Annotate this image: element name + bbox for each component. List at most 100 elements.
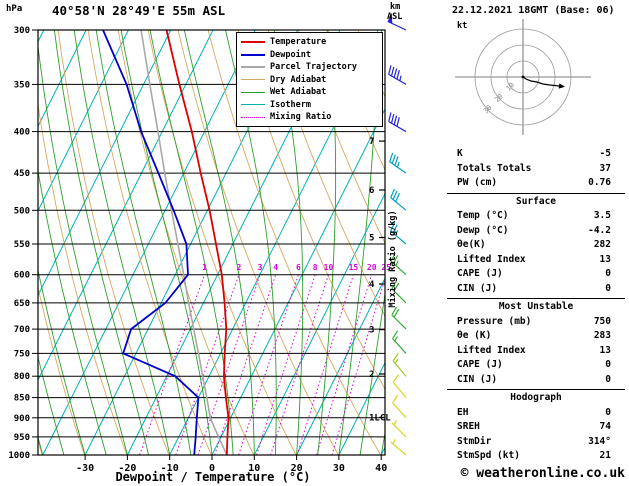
mixing-ratio-label: 25 [381, 263, 391, 272]
pressure-tick-label: 450 [14, 169, 30, 179]
mixing-ratio-label: 10 [324, 263, 334, 272]
stat-row: CIN (J) 0 [447, 282, 625, 297]
wind-barb [391, 280, 407, 304]
stat-row: Lifted Index 13 [447, 253, 625, 268]
stat-label: Temp (°C) [457, 210, 509, 221]
hodograph-unit-label: kt [457, 21, 468, 31]
legend-item: Mixing Ratio [241, 111, 378, 124]
altitude-axis-unit-km: km [390, 2, 401, 12]
dry-adiabat-line [297, 30, 385, 245]
stat-label: Lifted Index [457, 344, 526, 356]
temperature-tick-label: -20 [118, 463, 136, 474]
stat-row: StmSpd (kt) 21 [447, 449, 625, 464]
mixing-ratio-label: 1 [202, 263, 207, 272]
pressure-tick-label: 1000 [8, 451, 30, 461]
wind-barb [389, 152, 407, 174]
stat-section-header: Hodograph [510, 392, 562, 403]
hodograph-ring-label: 30 [482, 104, 494, 116]
wet-adiabat-line [38, 355, 65, 455]
footer-copyright: © weatheronline.co.uk [460, 466, 625, 481]
pressure-tick-label: 600 [14, 271, 30, 281]
hodograph-trace-arrow [558, 83, 565, 89]
mixing-ratio-line [331, 276, 385, 455]
mixing-ratio-line [316, 274, 373, 455]
stat-value: 21 [599, 450, 611, 461]
hodograph-trace [522, 76, 560, 87]
temperature-tick-label: 0 [209, 463, 215, 474]
wind-barb [392, 352, 407, 377]
legend-label: Dry Adiabat [270, 74, 327, 85]
mixing-ratio-line [238, 274, 299, 455]
mixing-ratio-label: 4 [273, 263, 278, 272]
isotherm-line [338, 361, 385, 455]
mixing-ratio-label: 6 [296, 263, 301, 272]
isotherm-line [38, 30, 214, 382]
isotherm-line [253, 192, 385, 455]
stat-value: 750 [593, 315, 611, 327]
altitude-axis: 7 6 5 4 3 2 1LCL [369, 137, 391, 423]
x-axis-caption: Dewpoint / Temperature (°C) [115, 470, 311, 484]
wind-barb [390, 439, 407, 456]
stat-value: -4.2 [588, 224, 611, 236]
mixing-ratio-line [197, 274, 261, 455]
pressure-axis-unit: hPa [6, 4, 23, 14]
isotherm-line [0, 30, 2, 455]
stat-value: 0 [605, 406, 611, 418]
stat-label: θe (K) [457, 330, 492, 341]
altitude-axis-unit-asl: ASL [387, 12, 403, 22]
temperature-tick-label: 10 [248, 463, 260, 474]
stat-row: θe (K) 283 [447, 329, 625, 344]
stat-label: StmSpd (kt) [457, 450, 520, 461]
altitude-tick-label: 6 [369, 186, 374, 196]
pressure-tick-label: 500 [14, 206, 30, 216]
temperature-axis: -30 -20 -10 0 10 20 30 40 [76, 455, 387, 474]
stat-row: Lifted Index 13 [447, 344, 625, 359]
stat-section: Most Unstable Pressure (mb) 750 θe (K) 283 Li… [447, 298, 625, 389]
stat-row: Temp (°C) 3.5 [447, 209, 625, 224]
pressure-tick-label: 350 [14, 80, 30, 90]
wet-adiabat-line [38, 168, 107, 455]
legend-swatch-wet-adiabat [241, 91, 265, 93]
pressure-tick-label: 750 [14, 349, 30, 359]
isotherm-line [296, 277, 385, 455]
pressure-tick-label: 800 [14, 372, 30, 382]
legend-item: Dry Adiabat [241, 74, 378, 87]
legend-swatch-temperature [241, 41, 265, 44]
stat-section-header: Surface [515, 195, 557, 207]
mixing-ratio-label: 2 [236, 263, 241, 272]
stat-value: 0.76 [588, 177, 611, 188]
stat-value: 314° [588, 435, 611, 447]
wet-adiabat-line [38, 42, 128, 455]
altitude-tick-label: 2 [369, 370, 374, 380]
station-title: 40°58'N 28°49'E 55m ASL [52, 3, 226, 18]
stats-panel: K -5 Totals Totals 37 PW (cm) 0.76 Surface Temp… [447, 146, 625, 466]
legend-swatch-parcel-trajectory [241, 66, 265, 69]
legend-item: Temperature [241, 36, 378, 49]
stat-label: Dewp (°C) [457, 224, 509, 236]
mixing-ratio-label: 15 [349, 263, 359, 272]
mixing-ratio-label: 3 [258, 263, 263, 272]
stat-row: CAPE (J) 0 [447, 358, 625, 373]
pressure-tick-label: 400 [14, 128, 30, 138]
stat-label: Totals Totals [457, 162, 532, 174]
isotherm-line [211, 107, 385, 455]
pressure-tick-label: 300 [14, 26, 30, 36]
legend-label: Parcel Trajectory [270, 62, 357, 73]
legend-item: Parcel Trajectory [241, 61, 378, 74]
stat-label: CAPE (J) [457, 359, 503, 370]
wind-barb [390, 252, 407, 276]
stat-section: Hodograph EH 0 SREH 74 StmDir 314° StmSpd (kt) 2… [447, 389, 625, 466]
pressure-tick-label: 650 [14, 299, 30, 309]
dewpoint-line [102, 30, 200, 455]
legend-label: Mixing Ratio [270, 112, 332, 123]
mixing-ratio-label: 20 [367, 263, 377, 272]
datetime-title: 22.12.2021 18GMT (Base: 06) [452, 5, 615, 16]
wind-barb [390, 222, 407, 245]
altitude-tick-label: 7 [369, 137, 374, 147]
stat-value: 0 [605, 373, 611, 385]
mixing-ratio-label: 8 [313, 263, 318, 272]
hodograph-origin-dot [521, 75, 525, 79]
wind-barb [388, 112, 407, 133]
stat-label: CIN (J) [457, 373, 498, 385]
